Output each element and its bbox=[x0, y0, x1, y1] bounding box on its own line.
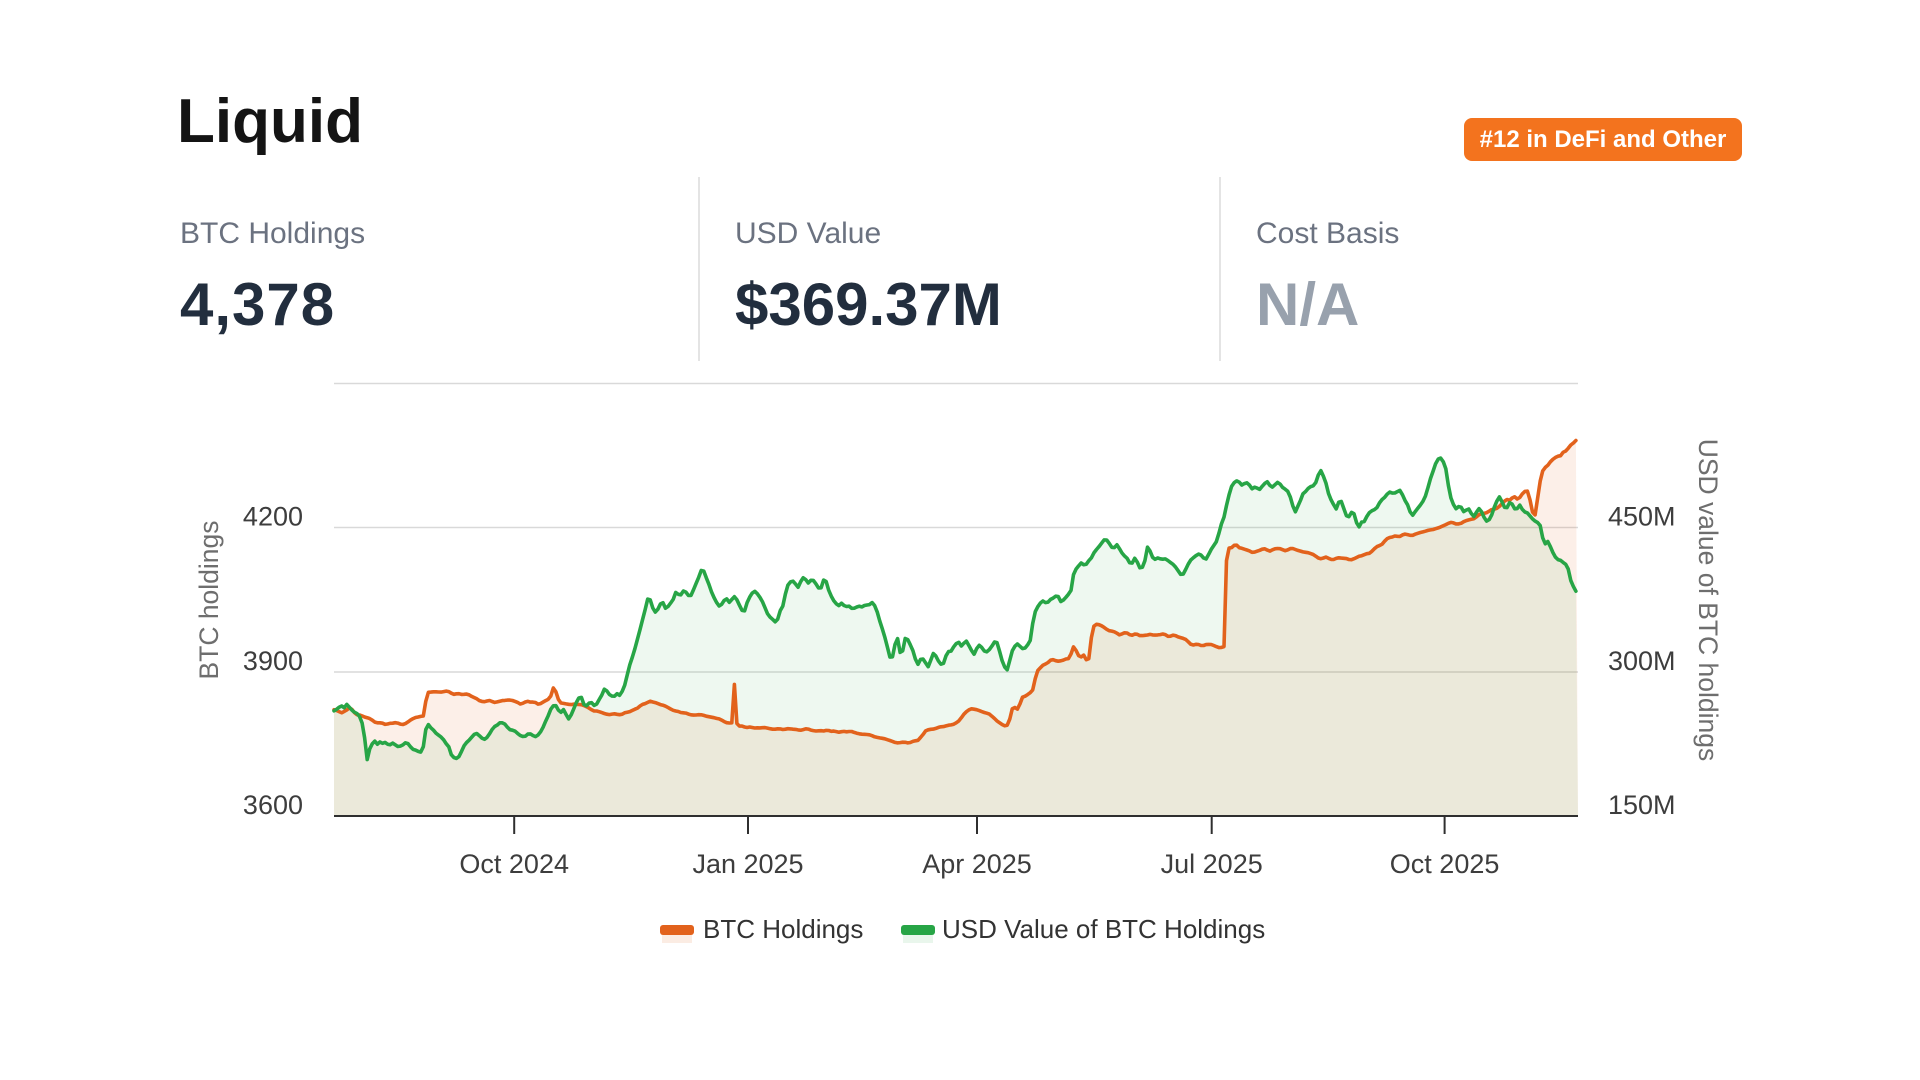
svg-text:300M: 300M bbox=[1608, 646, 1676, 676]
svg-text:Apr 2025: Apr 2025 bbox=[922, 849, 1032, 879]
svg-text:4200: 4200 bbox=[243, 502, 303, 532]
svg-text:Jan 2025: Jan 2025 bbox=[692, 849, 803, 879]
svg-text:Oct 2024: Oct 2024 bbox=[459, 849, 569, 879]
svg-text:BTC Holdings: BTC Holdings bbox=[703, 914, 863, 944]
svg-text:BTC holdings: BTC holdings bbox=[194, 520, 224, 679]
svg-text:3900: 3900 bbox=[243, 646, 303, 676]
svg-text:Jul 2025: Jul 2025 bbox=[1161, 849, 1263, 879]
svg-text:USD value of BTC holdings: USD value of BTC holdings bbox=[1693, 439, 1723, 762]
svg-text:USD Value of BTC Holdings: USD Value of BTC Holdings bbox=[942, 914, 1265, 944]
svg-text:150M: 150M bbox=[1608, 790, 1676, 820]
svg-text:450M: 450M bbox=[1608, 502, 1676, 532]
svg-text:3600: 3600 bbox=[243, 790, 303, 820]
svg-text:Oct 2025: Oct 2025 bbox=[1390, 849, 1500, 879]
